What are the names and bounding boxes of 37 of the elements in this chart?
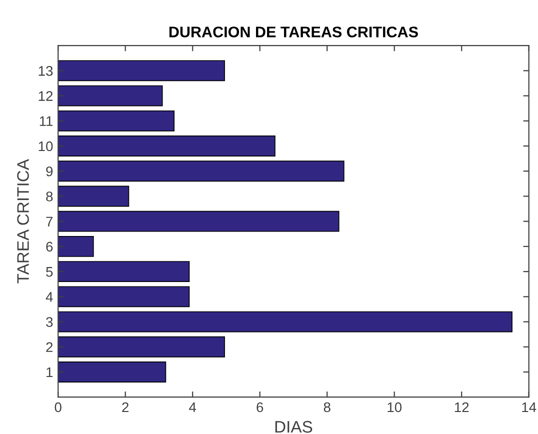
bar — [58, 236, 94, 257]
x-tick-label: 4 — [189, 402, 196, 412]
bar — [58, 186, 130, 207]
x-tick-label: 10 — [388, 402, 402, 412]
y-tick-label: 5 — [46, 267, 53, 277]
y-tick-label: 13 — [38, 66, 53, 76]
bar — [58, 136, 276, 156]
x-tick-label: 14 — [522, 402, 536, 412]
x-tick-label: 2 — [122, 402, 129, 412]
x-axis-title: DIAS — [275, 420, 312, 433]
y-tick-label: 10 — [38, 141, 53, 152]
y-tick-label: 7 — [46, 216, 53, 226]
x-tick-label: 12 — [454, 402, 469, 412]
bar — [58, 286, 190, 308]
bar — [58, 336, 225, 358]
x-tick-label: 6 — [256, 402, 264, 412]
bar — [58, 160, 344, 182]
x-tick-label: 0 — [54, 402, 62, 412]
y-tick-label: 1 — [46, 367, 53, 378]
x-tick-label: 8 — [324, 402, 330, 412]
chart-title: DURACION DE TAREAS CRITICAS — [169, 26, 418, 38]
y-tick-label: 2 — [46, 342, 53, 352]
bar — [58, 362, 166, 382]
y-tick-label: 6 — [46, 242, 53, 252]
bar — [58, 60, 225, 82]
y-tick-label: 9 — [46, 166, 53, 176]
y-tick-label: 8 — [46, 192, 53, 202]
bar — [58, 311, 512, 332]
y-tick-label: 11 — [40, 116, 53, 126]
y-tick-label: 3 — [46, 317, 53, 327]
y-tick-label: 4 — [46, 292, 53, 302]
y-axis-title: TAREA CRITICA — [17, 159, 29, 284]
bar — [58, 110, 175, 132]
bar — [58, 85, 163, 106]
bar — [58, 210, 340, 232]
bar — [58, 261, 190, 282]
y-tick-label: 12 — [38, 91, 53, 101]
